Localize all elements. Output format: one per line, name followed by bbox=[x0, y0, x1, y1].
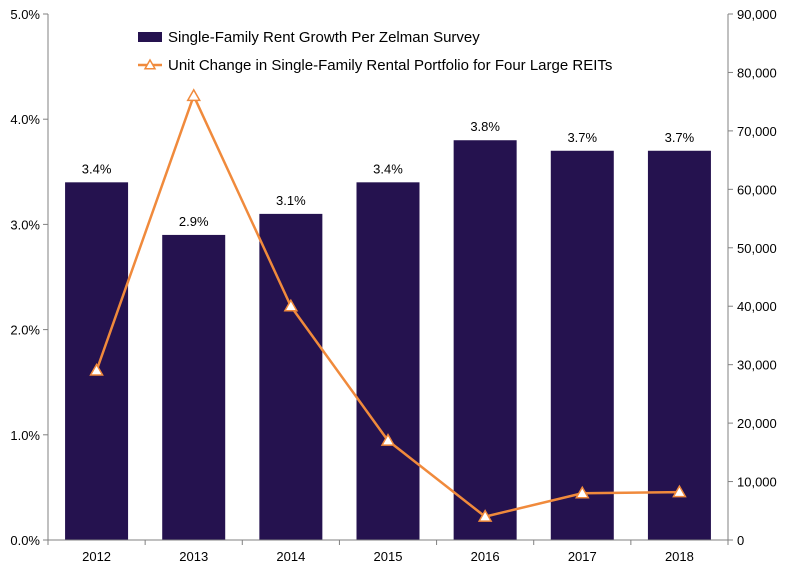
right-tick-label: 30,000 bbox=[737, 358, 777, 373]
left-tick-label: 0.0% bbox=[10, 533, 40, 548]
left-tick-label: 1.0% bbox=[10, 428, 40, 443]
x-tick-label-2016: 2016 bbox=[471, 549, 500, 564]
x-tick-label-2017: 2017 bbox=[568, 549, 597, 564]
line-marker-2015 bbox=[380, 433, 396, 446]
bar-label-2013: 2.9% bbox=[179, 214, 209, 229]
bar-2014 bbox=[259, 213, 323, 540]
axes-group bbox=[43, 13, 733, 545]
bar-label-2018: 3.7% bbox=[665, 130, 695, 145]
bar-label-2015: 3.4% bbox=[373, 161, 403, 176]
legend-label-line: Unit Change in Single-Family Rental Port… bbox=[168, 57, 612, 74]
line-marker-2018 bbox=[672, 484, 687, 498]
bar-label-2016: 3.8% bbox=[470, 119, 500, 134]
legend-swatch-bars bbox=[138, 32, 162, 42]
bar-label-2017: 3.7% bbox=[567, 130, 597, 145]
line-marker-2012 bbox=[89, 362, 104, 376]
x-axis-tick-labels: 2012 2013 2014 2015 2016 2017 2018 bbox=[82, 549, 694, 564]
line-marker-2014 bbox=[283, 298, 299, 312]
left-tick-label: 3.0% bbox=[10, 217, 40, 232]
bar-2012 bbox=[65, 182, 129, 540]
x-tick-label-2012: 2012 bbox=[82, 549, 111, 564]
bar-label-2012: 3.4% bbox=[82, 161, 112, 176]
left-axis-tick-labels: 0.0% 1.0% 2.0% 3.0% 4.0% 5.0% bbox=[10, 7, 40, 548]
right-tick-label: 20,000 bbox=[737, 416, 777, 431]
right-tick-label: 80,000 bbox=[737, 65, 777, 80]
line-marker-2016 bbox=[477, 509, 493, 522]
legend: Single-Family Rent Growth Per Zelman Sur… bbox=[138, 29, 612, 74]
right-tick-label: 60,000 bbox=[737, 182, 777, 197]
right-tick-label: 70,000 bbox=[737, 124, 777, 139]
right-tick-label: 0 bbox=[737, 533, 744, 548]
legend-marker-line bbox=[143, 58, 157, 70]
line-marker-2013 bbox=[186, 88, 202, 102]
bar-2013 bbox=[162, 234, 226, 541]
line-marker-2017 bbox=[574, 485, 590, 499]
bar-2017 bbox=[550, 150, 614, 540]
right-axis-tick-labels: 0 10,000 20,000 30,000 40,000 50,000 60,000 70,… bbox=[737, 7, 777, 548]
bar-label-group: 3.4% 2.9% 3.1% 3.4% 3.8% 3.7% 3.7% bbox=[82, 119, 695, 229]
right-tick-label: 50,000 bbox=[737, 241, 777, 256]
right-tick-label: 10,000 bbox=[737, 475, 777, 490]
x-tick-label-2014: 2014 bbox=[276, 549, 305, 564]
bar-series-group bbox=[65, 140, 711, 541]
x-tick-label-2018: 2018 bbox=[665, 549, 694, 564]
right-tick-label: 40,000 bbox=[737, 299, 777, 314]
bar-2015 bbox=[356, 182, 420, 540]
legend-label-bars: Single-Family Rent Growth Per Zelman Sur… bbox=[168, 29, 480, 46]
x-tick-label-2015: 2015 bbox=[374, 549, 403, 564]
bar-2016 bbox=[453, 140, 517, 541]
line-series-group bbox=[89, 88, 687, 522]
bar-2018 bbox=[647, 150, 711, 540]
bar-label-2014: 3.1% bbox=[276, 193, 306, 208]
left-tick-label: 4.0% bbox=[10, 112, 40, 127]
x-tick-label-2013: 2013 bbox=[179, 549, 208, 564]
left-tick-label: 2.0% bbox=[10, 323, 40, 338]
right-tick-label: 90,000 bbox=[737, 7, 777, 22]
left-tick-label: 5.0% bbox=[10, 7, 40, 22]
